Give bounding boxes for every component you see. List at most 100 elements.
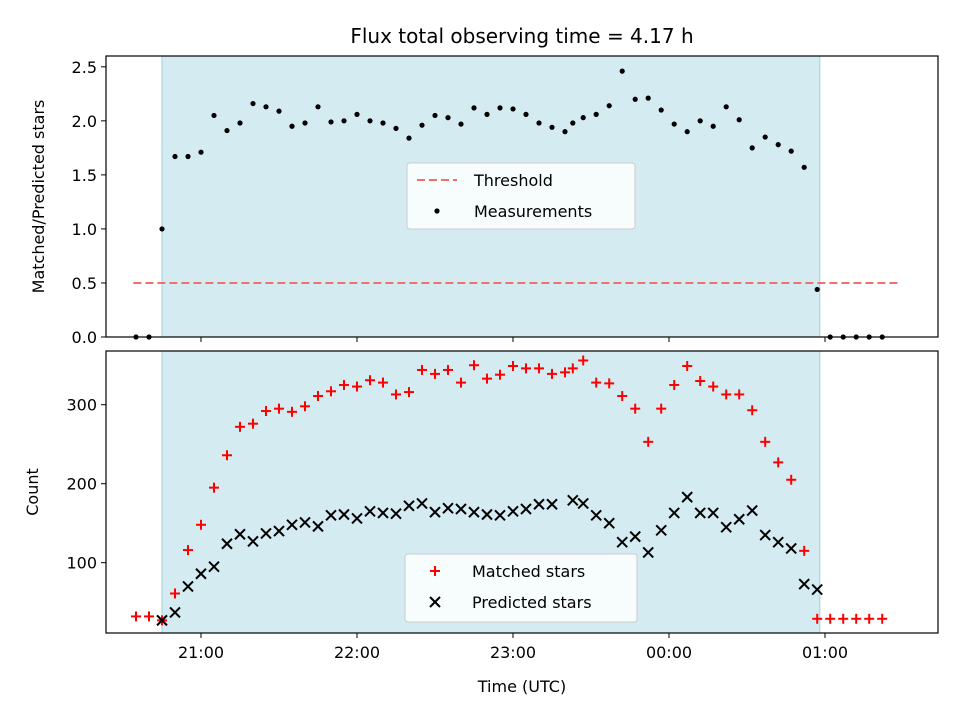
predicted-star-point [442, 502, 454, 514]
measurement-point [762, 134, 768, 140]
measurement-point [263, 104, 269, 110]
predicted-star-point [169, 606, 181, 619]
matched-star-point [734, 389, 745, 400]
measurement-point [723, 104, 729, 110]
measurement-point [801, 164, 807, 170]
matched-star-point [209, 482, 219, 493]
counts-plot-frame [105, 350, 939, 634]
matched-star-point [864, 613, 875, 624]
legend-box [404, 553, 638, 623]
measurement-point [593, 111, 599, 117]
measurement-point [523, 111, 529, 117]
matched-star-point [812, 613, 823, 624]
predicted-star-point [733, 513, 745, 525]
matched-star-point [656, 403, 667, 414]
measurement-point [549, 124, 555, 130]
predicted-star-point [546, 498, 558, 510]
x-tick-label: 22:00 [334, 643, 380, 662]
measurement-point [562, 129, 568, 135]
x-tick-label: 23:00 [490, 643, 536, 662]
matched-star-point [274, 403, 284, 414]
predicted-star-point [208, 560, 220, 573]
counts-y-ticks: 100 200 300 [66, 396, 106, 573]
matched-star-point [747, 405, 758, 416]
measurement-point [710, 123, 716, 129]
matched-star-point [547, 368, 557, 379]
matched-star-point [183, 545, 193, 556]
measurement-point [697, 118, 703, 124]
ratio-plot-frame [105, 55, 939, 338]
matched-star-point [838, 613, 849, 624]
predicted-star-point [312, 520, 324, 533]
matched-star-point [170, 588, 180, 599]
measurement-point [510, 106, 516, 112]
ratio-panel: 0.0 0.5 1.0 1.5 2.0 2.5 Matched/Predicted sta… [29, 55, 939, 347]
matched-star-point [391, 389, 401, 400]
measurement-point [315, 104, 321, 110]
ratio-legend: Threshold Measurements [406, 162, 636, 230]
matched-star-point [682, 361, 693, 372]
measurement-point [354, 111, 360, 117]
predicted-star-point [403, 500, 415, 512]
measurement-point [159, 226, 165, 232]
predicted-star-point [416, 497, 428, 510]
ratio-x-ticks [200, 337, 826, 342]
matched-star-point [799, 545, 810, 556]
measurement-point [302, 120, 308, 126]
x-tick-label: 01:00 [802, 643, 848, 662]
matched-star-point [469, 360, 479, 371]
matched-star-point [313, 391, 323, 402]
measurement-point [328, 119, 334, 125]
measurement-point [570, 120, 576, 126]
predicted-star-point [772, 536, 784, 548]
y-tick-label: 2.5 [72, 58, 97, 77]
legend-label: Predicted stars [472, 593, 592, 612]
predicted-star-point [655, 524, 667, 537]
predicted-star-point [707, 507, 719, 519]
matched-star-point [339, 379, 349, 390]
matched-star-point [248, 418, 258, 429]
measurement-point [484, 111, 490, 117]
matched-star-point [786, 474, 797, 485]
predicted-star-point [260, 527, 272, 540]
measurement-point [250, 100, 256, 107]
predicted-star-point [520, 503, 532, 515]
measurement-point [367, 118, 373, 124]
predicted-star-point [455, 503, 467, 515]
predicted-star-point [377, 507, 389, 519]
predicted-star-point [759, 529, 771, 541]
predicted-star-point [507, 505, 519, 518]
predicted-star-point [351, 512, 363, 525]
measurement-point [341, 118, 347, 124]
predicted-star-point [494, 509, 506, 522]
measurement-point [736, 117, 742, 123]
predicted-star-point [616, 536, 628, 548]
predicted-star-point [234, 528, 246, 540]
legend-cross-swatch [429, 596, 441, 608]
matched-star-point [326, 386, 336, 397]
predicted-star-point [811, 583, 823, 596]
legend-dot-swatch [434, 208, 440, 214]
matched-star-point [482, 373, 492, 384]
predicted-star-point [468, 506, 480, 518]
x-tick-label: 21:00 [178, 643, 224, 662]
matched-star-point [721, 389, 732, 400]
matched-star-point [261, 406, 271, 417]
measurement-point [224, 127, 230, 134]
counts-legend: Matched stars Predicted stars [404, 553, 638, 623]
measurement-point [393, 125, 399, 132]
matched-star-point [287, 406, 297, 417]
measurement-point [671, 121, 677, 127]
ratio-marks [133, 68, 901, 340]
matched-star-point [617, 391, 628, 402]
x-tick-label: 00:00 [646, 643, 692, 662]
matched-star-point [534, 363, 544, 374]
measurement-point [632, 96, 638, 102]
matched-star-point [643, 436, 654, 447]
matched-star-point [521, 363, 531, 374]
measurement-point [198, 149, 204, 155]
predicted-star-point [338, 508, 350, 521]
predicted-star-point [642, 546, 654, 559]
counts-panel: 100 200 300 21:00 22:00 23:00 00:00 01:00 Coun… [23, 350, 939, 662]
